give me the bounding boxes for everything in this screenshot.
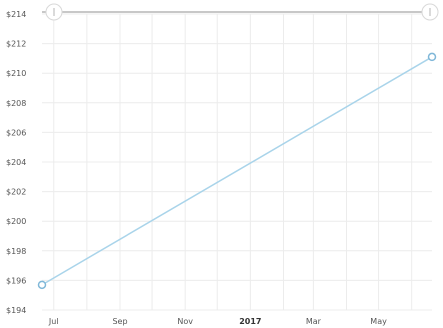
range-slider[interactable]: [42, 3, 439, 21]
data-point-marker[interactable]: [427, 52, 437, 62]
y-tick-label: $194: [6, 306, 26, 315]
x-tick-label: Jul: [48, 317, 59, 326]
y-tick-label: $198: [6, 247, 26, 256]
x-tick-label: 2017: [239, 317, 261, 326]
y-tick-label: $208: [6, 99, 26, 108]
series-line: [41, 56, 433, 286]
y-tick-label: $204: [6, 158, 26, 167]
x-tick-label: May: [370, 317, 387, 326]
y-tick-label: $210: [6, 69, 26, 78]
x-axis: Jul Sep Nov 2017 Mar May: [48, 317, 387, 326]
y-tick-label: $212: [6, 40, 26, 49]
grid: [42, 13, 432, 311]
y-tick-label: $200: [6, 217, 26, 226]
x-tick-label: Sep: [112, 317, 127, 326]
y-axis: $194 $196 $198 $200 $202 $204 $206 $208 $210 $212…: [6, 10, 26, 315]
y-tick-label: $206: [6, 128, 26, 137]
y-tick-label: $196: [6, 276, 26, 285]
series-layer: [37, 52, 437, 290]
y-tick-label: $202: [6, 188, 26, 197]
y-tick-label: $214: [6, 10, 26, 19]
data-point-marker[interactable]: [37, 280, 47, 290]
x-tick-label: Mar: [306, 317, 322, 326]
x-tick-label: Nov: [177, 317, 193, 326]
